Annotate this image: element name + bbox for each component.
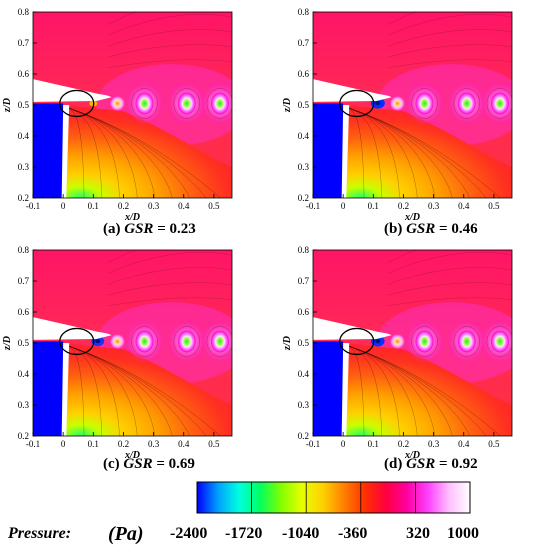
x-tick-label: 0 xyxy=(341,439,346,449)
x-axis-label: x/D xyxy=(404,450,420,461)
caption-c: (c) GSR = 0.69 xyxy=(103,456,195,472)
x-tick-label: 0.4 xyxy=(178,201,190,211)
y-tick-label: 0.6 xyxy=(298,307,310,317)
y-tick-label: 0.6 xyxy=(18,69,30,79)
colorbar-unit: (Pa) xyxy=(108,523,144,545)
x-tick-label: 0.5 xyxy=(208,201,220,211)
contour-panel-d: 0.2 0.3 0.4 0.5 0.6 0.7 0.8 -0.1 0 0.1 0.2 0.3 0.4 0.… xyxy=(280,238,550,478)
y-tick-label: 0.2 xyxy=(18,431,29,441)
y-tick-label: 0.2 xyxy=(298,193,309,203)
y-tick-label: 0.4 xyxy=(298,131,310,141)
contour-panel-b: 0.2 0.3 0.4 0.5 0.6 0.7 0.8 -0.1 0 0.1 0.2 0.3 0.4 0.… xyxy=(280,0,550,240)
y-tick-label: 0.2 xyxy=(298,431,309,441)
x-tick-label: 0.5 xyxy=(488,439,500,449)
x-tick-label: 0.4 xyxy=(458,201,470,211)
x-tick-label: -0.1 xyxy=(306,439,320,449)
caption-d: (d) GSR = 0.92 xyxy=(384,456,478,472)
y-tick-label: 0.8 xyxy=(298,245,310,255)
y-axis-label: z/D xyxy=(2,98,13,113)
x-tick-label: 0.5 xyxy=(208,439,220,449)
x-axis-label: x/D xyxy=(124,450,140,461)
colorbar-tick-0: -2400 xyxy=(170,525,207,542)
y-axis-label: z/D xyxy=(282,336,293,351)
y-tick-label: 0.3 xyxy=(298,400,310,410)
y-tick-label: 0.5 xyxy=(18,338,30,348)
y-tick-label: 0.3 xyxy=(18,162,30,172)
colorbar-tick-4: 320 xyxy=(406,525,430,542)
contour-panel-c: 0.2 0.3 0.4 0.5 0.6 0.7 0.8 -0.1 0 0.1 0.2 0.3 0.4 0.… xyxy=(0,238,270,478)
contour-plot-a: 0.2 0.3 0.4 0.5 0.6 0.7 0.8 -0.1 0 0.1 0.2 0.3 0.4 0.… xyxy=(2,7,233,223)
y-tick-label: 0.8 xyxy=(18,245,30,255)
x-tick-label: 0.5 xyxy=(488,201,500,211)
x-tick-label: 0.2 xyxy=(118,201,129,211)
x-tick-label: 0.2 xyxy=(398,201,409,211)
x-tick-label: 0.3 xyxy=(148,439,160,449)
y-tick-label: 0.4 xyxy=(18,131,30,141)
x-tick-label: 0 xyxy=(341,201,346,211)
y-tick-label: 0.6 xyxy=(18,307,30,317)
contour-panel-a: 0.2 0.3 0.4 0.5 0.6 0.7 0.8 -0.1 0 0.1 0.2 0.3 0.4 0.… xyxy=(0,0,270,240)
x-axis-label: x/D xyxy=(404,212,420,223)
y-tick-label: 0.5 xyxy=(18,100,30,110)
y-tick-label: 0.7 xyxy=(18,276,30,286)
y-tick-label: 0.7 xyxy=(298,38,310,48)
colorbar-gradient xyxy=(196,481,471,514)
colorbar-tick-1: -1720 xyxy=(225,525,262,542)
x-tick-label: 0.1 xyxy=(368,439,379,449)
contour-plot-b: 0.2 0.3 0.4 0.5 0.6 0.7 0.8 -0.1 0 0.1 0.2 0.3 0.4 0.… xyxy=(282,7,513,223)
y-tick-label: 0.3 xyxy=(298,162,310,172)
y-tick-label: 0.7 xyxy=(298,276,310,286)
caption-a: (a) GSR = 0.23 xyxy=(103,221,196,237)
x-tick-label: 0.3 xyxy=(428,439,440,449)
pressure-colorbar: Pressure: (Pa) -2400 -1720 -1040 -360 32… xyxy=(7,481,479,545)
x-tick-label: -0.1 xyxy=(26,439,40,449)
x-tick-label: -0.1 xyxy=(306,201,320,211)
x-tick-label: 0 xyxy=(61,201,66,211)
y-axis-label: z/D xyxy=(282,98,293,113)
x-tick-label: 0.1 xyxy=(88,439,99,449)
colorbar-label: Pressure: xyxy=(7,525,71,542)
caption-b: (b) GSR = 0.46 xyxy=(384,221,478,237)
x-tick-label: 0 xyxy=(61,439,66,449)
y-tick-label: 0.7 xyxy=(18,38,30,48)
x-tick-label: 0.2 xyxy=(398,439,409,449)
colorbar-tick-3: -360 xyxy=(338,525,367,542)
x-axis-label: x/D xyxy=(124,212,140,223)
y-axis-label: z/D xyxy=(2,336,13,351)
x-tick-label: 0.1 xyxy=(368,201,379,211)
y-tick-label: 0.8 xyxy=(18,7,30,17)
contour-plot-c: 0.2 0.3 0.4 0.5 0.6 0.7 0.8 -0.1 0 0.1 0.2 0.3 0.4 0.… xyxy=(2,245,233,461)
y-tick-label: 0.3 xyxy=(18,400,30,410)
x-tick-label: 0.2 xyxy=(118,439,129,449)
y-tick-label: 0.8 xyxy=(298,7,310,17)
x-tick-label: 0.3 xyxy=(148,201,160,211)
colorbar-tick-2: -1040 xyxy=(282,525,319,542)
x-tick-label: 0.1 xyxy=(88,201,99,211)
colorbar-tick-5: 1000 xyxy=(447,525,479,542)
y-tick-label: 0.5 xyxy=(298,100,310,110)
x-tick-label: 0.4 xyxy=(178,439,190,449)
y-tick-label: 0.5 xyxy=(298,338,310,348)
y-tick-label: 0.4 xyxy=(18,369,30,379)
y-tick-label: 0.4 xyxy=(298,369,310,379)
y-tick-label: 0.6 xyxy=(298,69,310,79)
contour-plot-d: 0.2 0.3 0.4 0.5 0.6 0.7 0.8 -0.1 0 0.1 0.2 0.3 0.4 0.… xyxy=(282,245,513,461)
y-tick-label: 0.2 xyxy=(18,193,29,203)
x-tick-label: -0.1 xyxy=(26,201,40,211)
x-tick-label: 0.4 xyxy=(458,439,470,449)
x-tick-label: 0.3 xyxy=(428,201,440,211)
